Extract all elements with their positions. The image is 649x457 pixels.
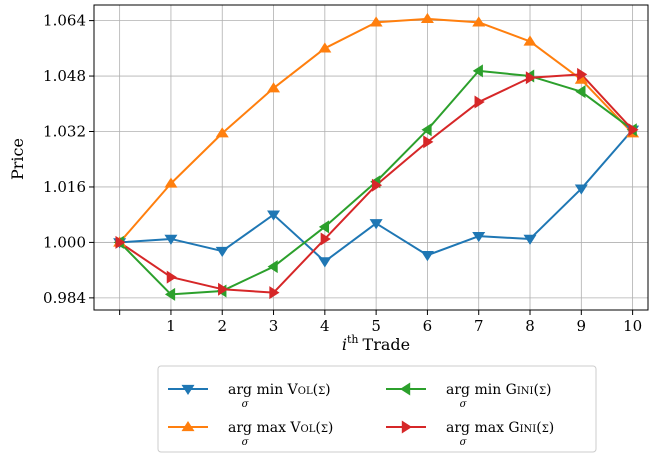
legend-label-argop: arg min xyxy=(228,382,288,398)
data-point-arg-min-vol xyxy=(216,247,229,257)
legend-label-func: Gini(σ) xyxy=(506,382,552,398)
y-tick-label: 1.000 xyxy=(43,233,86,251)
legend-label-argop: arg min xyxy=(446,382,506,398)
legend-label-subscript: σ xyxy=(460,399,468,410)
data-point-arg-max-vol xyxy=(421,13,434,23)
x-tick-label: 7 xyxy=(474,317,484,335)
x-tick-label: 10 xyxy=(623,317,642,335)
legend-label-func: Vol(σ) xyxy=(289,420,333,436)
x-axis-ticks: 1 2 3 4 5 6 7 8 9 10 xyxy=(120,310,643,335)
y-tick-label: 1.064 xyxy=(43,12,86,30)
legend-label-func: Vol(σ) xyxy=(287,382,331,398)
y-tick-label: 1.032 xyxy=(43,123,86,141)
x-tick-label: 6 xyxy=(423,317,433,335)
data-point-arg-min-vol xyxy=(421,251,434,261)
x-tick-label: 2 xyxy=(217,317,227,335)
legend-box xyxy=(158,366,596,452)
data-point-arg-max-gini xyxy=(167,271,177,284)
x-tick-label: 9 xyxy=(577,317,587,335)
data-point-arg-min-vol xyxy=(524,235,537,245)
y-tick-label: 0.984 xyxy=(43,289,86,307)
legend-label-argop: arg max xyxy=(228,420,290,436)
data-point-arg-max-vol xyxy=(318,42,331,52)
legend-label: arg max Vol(σ) xyxy=(228,420,333,436)
x-axis-label-text: Trade xyxy=(363,335,411,354)
legend-label-argop: arg max xyxy=(446,420,508,436)
data-point-arg-max-gini xyxy=(475,96,485,109)
legend-label-subscript: σ xyxy=(242,399,250,410)
legend-label: arg min Vol(σ) xyxy=(228,382,331,398)
data-point-arg-min-gini xyxy=(268,260,278,273)
y-tick-label: 1.016 xyxy=(43,178,86,196)
x-tick-label: 8 xyxy=(525,317,535,335)
legend-label: arg min Gini(σ) xyxy=(446,382,552,398)
y-axis-ticks: 0.984 1.000 1.016 1.032 1.048 1.064 xyxy=(43,12,94,307)
x-tick-label: 5 xyxy=(371,317,381,335)
data-point-arg-min-vol xyxy=(318,257,331,267)
legend-label: arg max Gini(σ) xyxy=(446,420,554,436)
data-point-arg-min-gini xyxy=(575,85,585,98)
x-tick-label: 3 xyxy=(269,317,279,335)
x-axis-label: ith Trade xyxy=(342,333,410,354)
grid-lines xyxy=(94,5,648,310)
y-axis-label: Price xyxy=(8,138,27,180)
y-tick-label: 1.048 xyxy=(43,67,86,85)
legend-label-subscript: σ xyxy=(242,437,250,448)
x-tick-label: 4 xyxy=(320,317,330,335)
legend-label-func: Gini(σ) xyxy=(508,420,554,436)
plot-frame xyxy=(94,5,648,310)
x-tick-label: 1 xyxy=(166,317,176,335)
legend-label-subscript: σ xyxy=(460,437,468,448)
x-axis-label-sup: th xyxy=(347,333,359,346)
